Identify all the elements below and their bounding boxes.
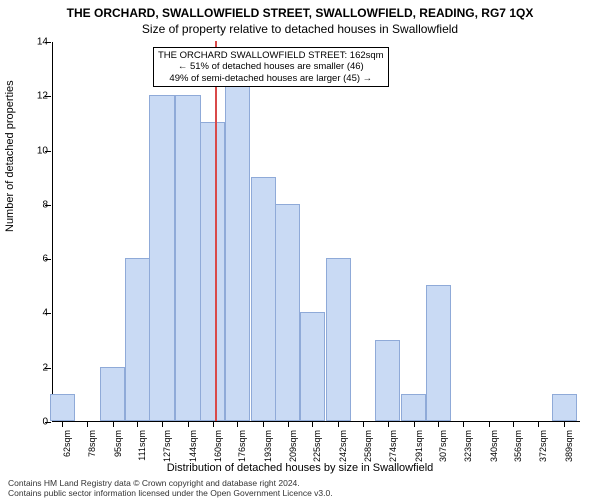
histogram-bar bbox=[225, 68, 250, 421]
histogram-bar bbox=[125, 258, 150, 421]
annotation-line3: 49% of semi-detached houses are larger (… bbox=[158, 73, 384, 84]
y-tick-label: 2 bbox=[32, 362, 48, 373]
y-tick-label: 0 bbox=[32, 417, 48, 428]
histogram-bar bbox=[275, 204, 300, 421]
x-tick bbox=[538, 422, 539, 427]
histogram-bar bbox=[300, 312, 325, 421]
y-tick-label: 12 bbox=[32, 91, 48, 102]
x-tick bbox=[62, 422, 63, 427]
plot-region: 62sqm78sqm95sqm111sqm127sqm144sqm160sqm1… bbox=[52, 42, 580, 422]
x-tick bbox=[564, 422, 565, 427]
x-tick bbox=[213, 422, 214, 427]
y-tick-label: 6 bbox=[32, 254, 48, 265]
x-tick bbox=[263, 422, 264, 427]
histogram-bar bbox=[326, 258, 351, 421]
chart-title: Size of property relative to detached ho… bbox=[0, 20, 600, 36]
chart-area: 62sqm78sqm95sqm111sqm127sqm144sqm160sqm1… bbox=[52, 42, 580, 422]
x-tick bbox=[438, 422, 439, 427]
x-axis-title: Distribution of detached houses by size … bbox=[0, 462, 600, 474]
histogram-bar bbox=[149, 95, 174, 421]
x-tick bbox=[414, 422, 415, 427]
x-tick bbox=[388, 422, 389, 427]
x-tick bbox=[288, 422, 289, 427]
x-tick bbox=[489, 422, 490, 427]
x-tick bbox=[188, 422, 189, 427]
super-title: THE ORCHARD, SWALLOWFIELD STREET, SWALLO… bbox=[0, 0, 600, 20]
x-tick bbox=[312, 422, 313, 427]
x-tick bbox=[237, 422, 238, 427]
y-tick-label: 14 bbox=[32, 37, 48, 48]
histogram-bar bbox=[50, 394, 75, 421]
histogram-bar bbox=[375, 340, 400, 421]
x-tick bbox=[513, 422, 514, 427]
footer-line2: Contains public sector information licen… bbox=[8, 488, 333, 498]
annotation-box: THE ORCHARD SWALLOWFIELD STREET: 162sqm … bbox=[153, 47, 389, 87]
x-tick bbox=[463, 422, 464, 427]
y-tick-label: 4 bbox=[32, 308, 48, 319]
y-axis-title: Number of detached properties bbox=[4, 80, 16, 232]
y-tick-label: 10 bbox=[32, 145, 48, 156]
x-tick bbox=[363, 422, 364, 427]
x-tick bbox=[113, 422, 114, 427]
annotation-line2: ← 51% of detached houses are smaller (46… bbox=[158, 61, 384, 72]
histogram-bar bbox=[552, 394, 577, 421]
histogram-bar bbox=[175, 95, 200, 421]
histogram-bar bbox=[100, 367, 125, 421]
x-tick bbox=[162, 422, 163, 427]
annotation-line1: THE ORCHARD SWALLOWFIELD STREET: 162sqm bbox=[158, 50, 384, 61]
x-tick bbox=[338, 422, 339, 427]
histogram-bar bbox=[426, 285, 451, 421]
x-tick bbox=[137, 422, 138, 427]
histogram-bar bbox=[200, 122, 225, 421]
histogram-bar bbox=[401, 394, 426, 421]
footer: Contains HM Land Registry data © Crown c… bbox=[8, 478, 333, 498]
histogram-bar bbox=[251, 177, 276, 421]
footer-line1: Contains HM Land Registry data © Crown c… bbox=[8, 478, 333, 488]
property-marker-line bbox=[215, 41, 217, 421]
y-tick-label: 8 bbox=[32, 199, 48, 210]
x-tick bbox=[87, 422, 88, 427]
